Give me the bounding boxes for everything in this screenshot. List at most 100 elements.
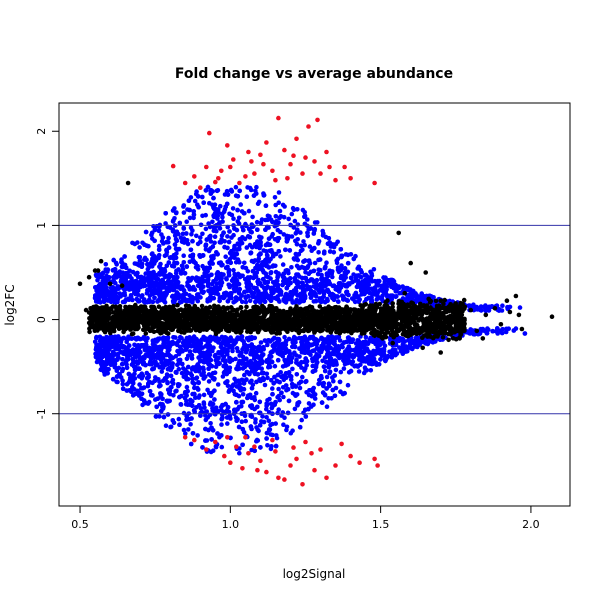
scatter-point-blue: [276, 249, 282, 254]
scatter-point-blue: [140, 373, 146, 379]
scatter-point-blue: [395, 284, 400, 290]
scatter-point-blue: [225, 421, 230, 426]
scatter-point-blue: [241, 211, 247, 216]
scatter-point-blue: [160, 355, 166, 361]
scatter-point-blue: [286, 349, 292, 354]
scatter-point-blue: [275, 357, 281, 363]
scatter-point-blue: [268, 298, 274, 304]
scatter-point-blue: [219, 444, 225, 450]
scatter-point-blue: [170, 361, 175, 366]
scatter-point-blue: [143, 400, 148, 406]
scatter-point-blue: [316, 239, 322, 244]
scatter-point-blue: [409, 340, 415, 346]
scatter-point-blue: [490, 328, 496, 334]
scatter-point-blue: [290, 366, 295, 372]
scatter-point-blue: [120, 357, 125, 362]
scatter-point-blue: [186, 427, 191, 432]
scatter-point-blue: [333, 367, 339, 373]
scatter-point-blue: [188, 441, 194, 447]
scatter-point-blue: [176, 338, 181, 344]
scatter-point-blue: [243, 299, 249, 305]
scatter-point-blue: [155, 338, 160, 343]
scatter-point-blue: [262, 382, 268, 388]
scatter-point-blue: [224, 276, 229, 281]
scatter-point-blue: [174, 260, 180, 266]
scatter-point-blue: [282, 415, 287, 421]
scatter-point-blue: [287, 248, 293, 253]
scatter-point-blue: [402, 344, 408, 350]
scatter-point-blue: [264, 407, 269, 412]
scatter-point-blue: [217, 240, 223, 245]
scatter-point-blue: [229, 278, 235, 283]
scatter-point-blue: [263, 203, 269, 208]
scatter-point-blue: [382, 289, 387, 295]
scatter-point-blue: [232, 251, 237, 256]
scatter-point-blue: [233, 356, 238, 362]
scatter-point-blue: [289, 211, 295, 217]
scatter-point-blue: [218, 277, 224, 282]
scatter-point-blue: [468, 327, 473, 332]
scatter-point-blue: [117, 371, 122, 377]
scatter-point-blue: [105, 269, 110, 274]
scatter-point-blue: [187, 349, 193, 354]
scatter-point-blue: [211, 205, 217, 211]
scatter-point-blue: [410, 288, 416, 294]
scatter-point-blue: [325, 287, 330, 293]
scatter-point-blue: [299, 417, 305, 423]
scatter-point-blue: [360, 358, 366, 364]
scatter-point-blue: [133, 391, 138, 397]
scatter-point-blue: [261, 347, 266, 352]
scatter-point-blue: [257, 280, 263, 286]
scatter-point-blue: [97, 274, 102, 280]
scatter-point-blue: [272, 195, 278, 200]
scatter-point-blue: [247, 380, 253, 385]
scatter-point-blue: [352, 299, 358, 305]
scatter-point-blue: [211, 195, 216, 201]
scatter-point-blue: [273, 214, 279, 219]
scatter-point-blue: [371, 267, 377, 272]
scatter-point-blue: [170, 229, 176, 234]
scatter-point-blue: [197, 393, 202, 398]
scatter-point-blue: [234, 399, 239, 405]
scatter-point-blue: [159, 408, 164, 414]
scatter-point-blue: [186, 364, 191, 370]
scatter-point-blue: [517, 305, 523, 310]
scatter-point-blue: [258, 445, 263, 450]
scatter-point-blue: [188, 278, 193, 283]
scatter-point-blue: [265, 217, 271, 223]
scatter-point-blue: [364, 296, 369, 302]
scatter-point-blue: [232, 392, 238, 397]
scatter-point-blue: [265, 443, 270, 448]
scatter-point-blue: [165, 366, 171, 372]
scatter-point-blue: [189, 416, 194, 421]
scatter-point-blue: [198, 239, 203, 245]
scatter-point-blue: [255, 239, 260, 244]
scatter-point-blue: [487, 304, 492, 310]
scatter-point-blue: [304, 278, 310, 284]
scatter-point-blue: [335, 294, 340, 299]
scatter-point-blue: [113, 287, 118, 293]
scatter-point-blue: [329, 271, 335, 276]
scatter-point-blue: [341, 277, 347, 283]
scatter-point-blue: [165, 239, 171, 245]
scatter-point-blue: [257, 410, 262, 416]
scatter-point-blue: [319, 375, 324, 381]
scatter-point-blue: [370, 339, 376, 345]
scatter-point-blue: [312, 341, 318, 347]
scatter-point-blue: [303, 379, 308, 385]
scatter-point-blue: [346, 335, 351, 340]
scatter-point-blue: [206, 372, 212, 377]
scatter-point-blue: [348, 275, 354, 281]
scatter-point-blue: [334, 260, 340, 266]
scatter-point-blue: [112, 359, 117, 365]
scatter-point-blue: [306, 271, 312, 277]
scatter-point-blue: [230, 206, 236, 211]
scatter-point-blue: [139, 358, 144, 364]
scatter-point-blue: [324, 260, 329, 266]
scatter-point-blue: [261, 377, 266, 382]
scatter-point-blue: [218, 203, 223, 209]
scatter-point-blue: [177, 382, 182, 388]
scatter-point-blue: [287, 296, 293, 301]
scatter-point-blue: [278, 289, 284, 295]
scatter-point-blue: [171, 283, 177, 289]
